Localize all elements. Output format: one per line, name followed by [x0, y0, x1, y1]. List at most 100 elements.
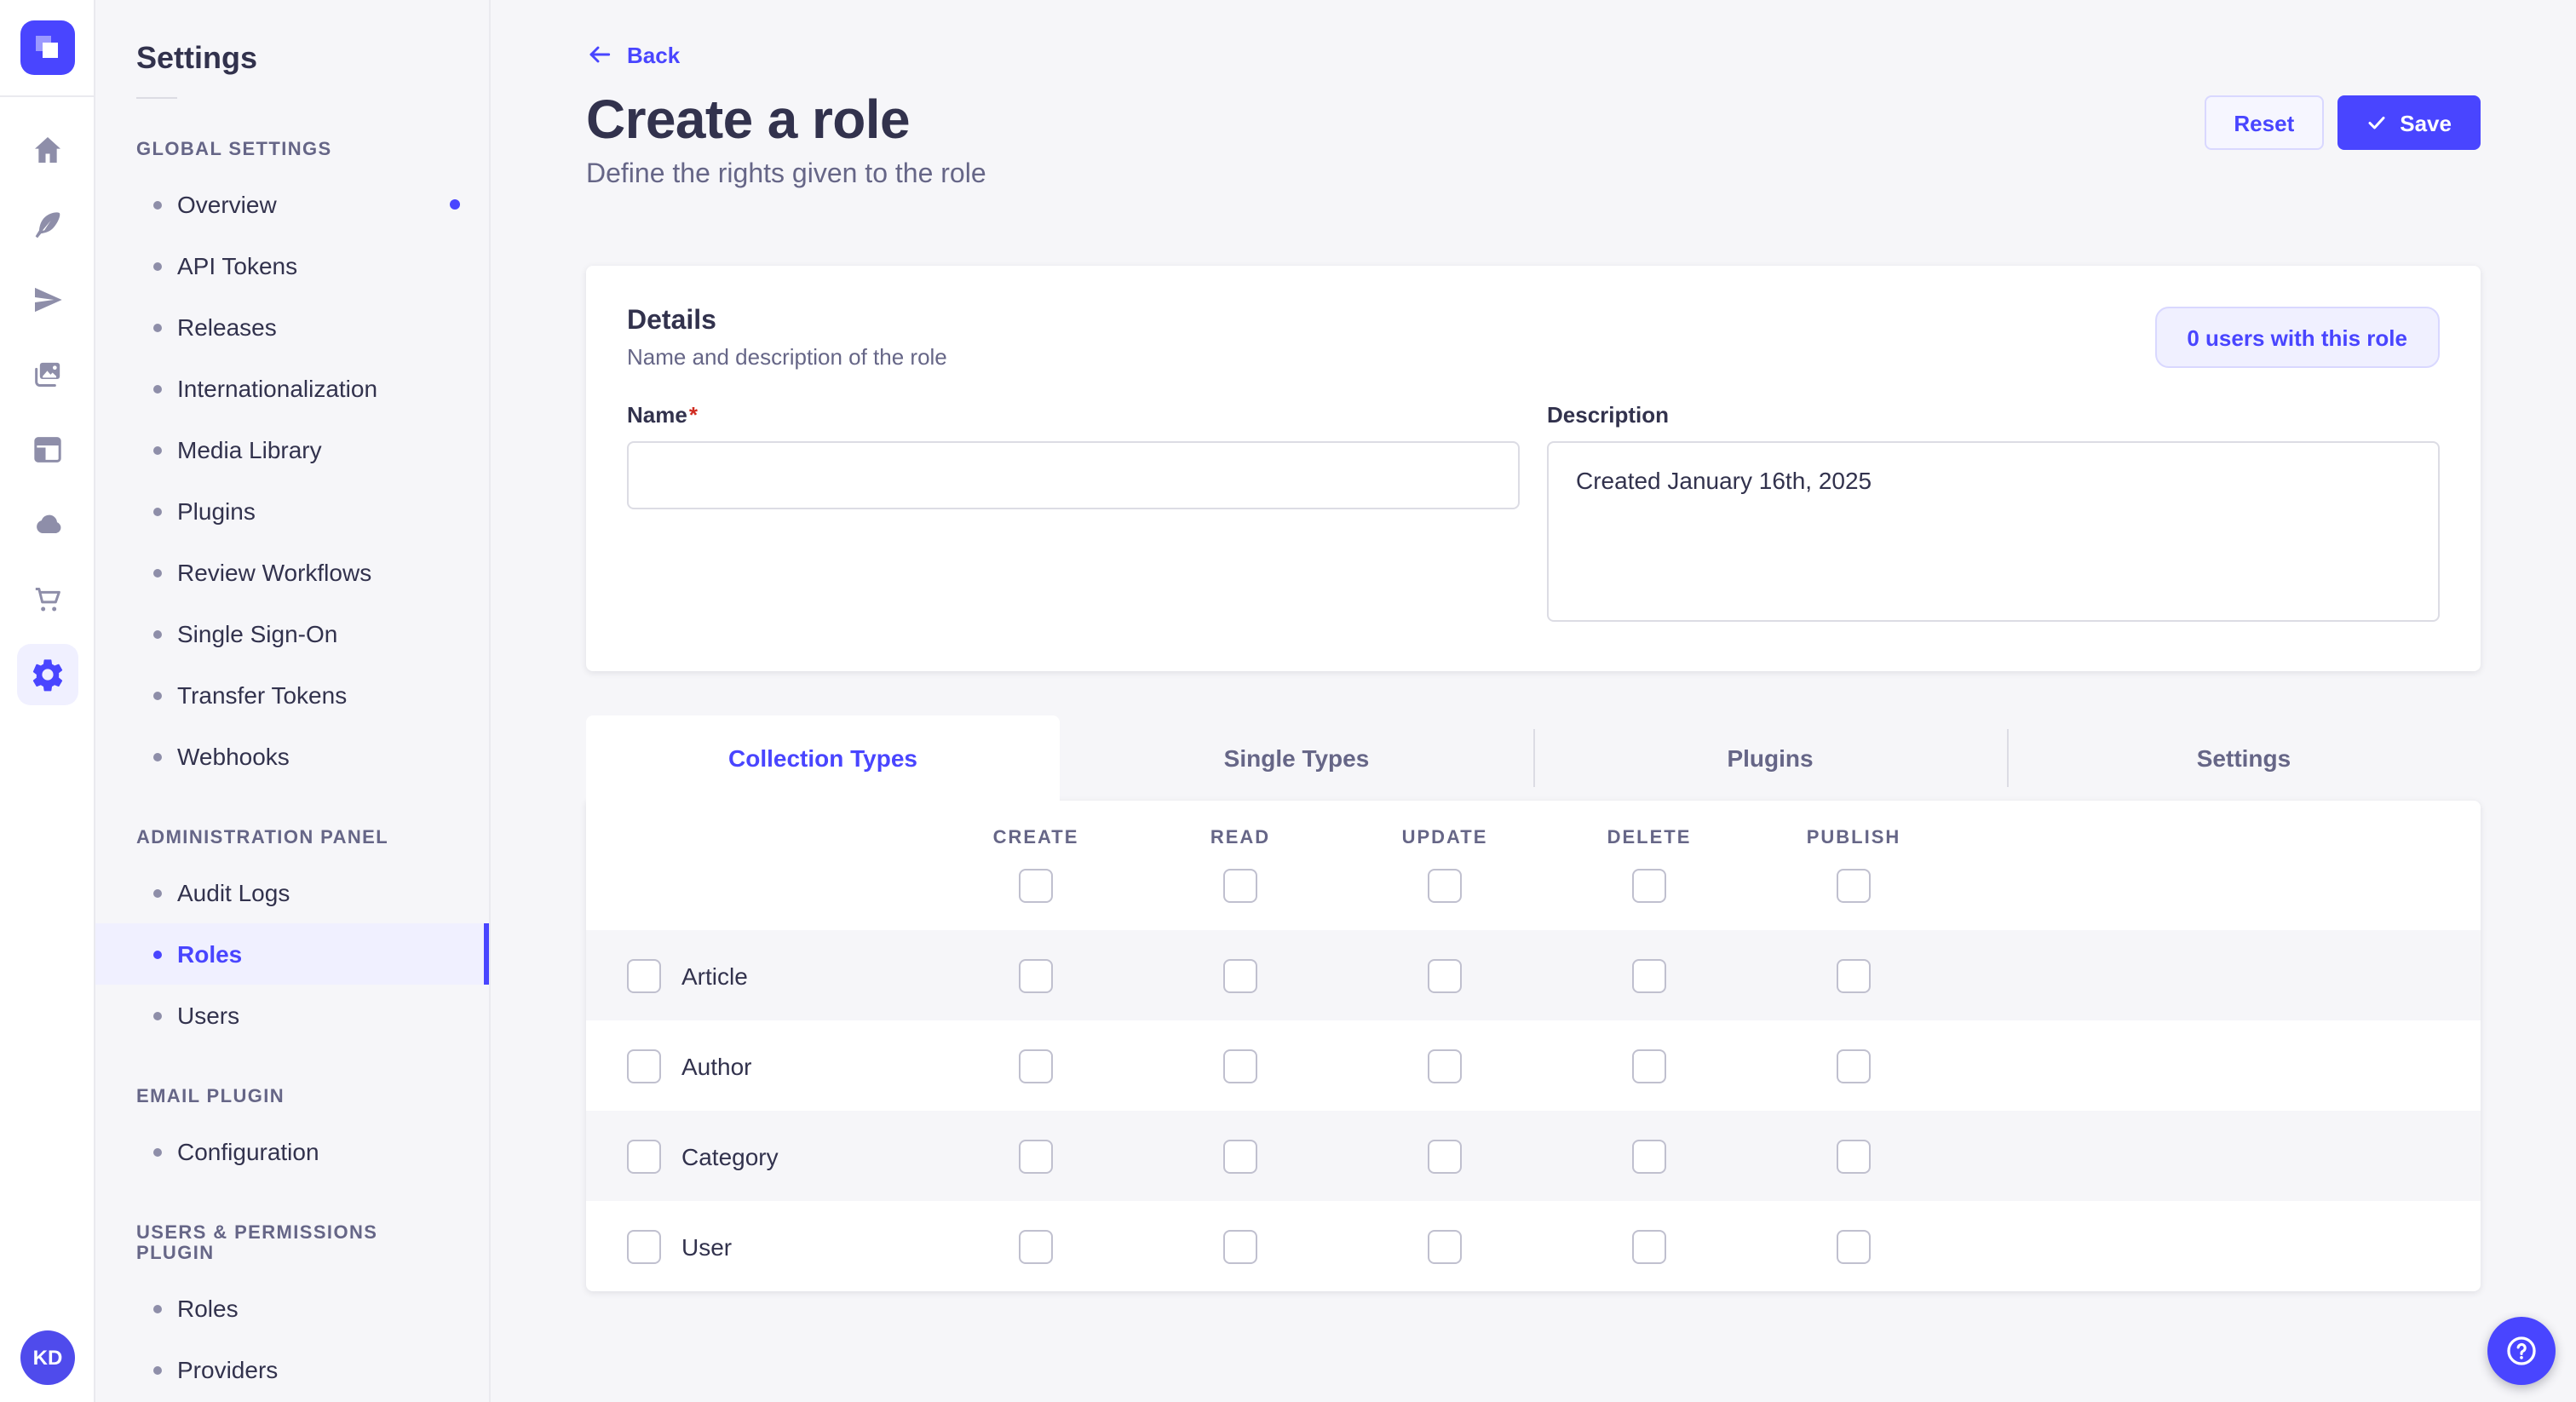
category-update-checkbox[interactable] — [1428, 1139, 1462, 1173]
select-row-category-checkbox[interactable] — [627, 1139, 661, 1173]
column-header-delete: DELETE — [1607, 828, 1692, 848]
rail-icon-list — [0, 97, 94, 705]
author-update-checkbox[interactable] — [1428, 1049, 1462, 1083]
strapi-logo[interactable] — [20, 20, 74, 75]
category-create-checkbox[interactable] — [1019, 1139, 1053, 1173]
article-read-checkbox[interactable] — [1223, 958, 1257, 992]
sidebar-item-users[interactable]: Users — [95, 985, 489, 1046]
help-button[interactable] — [2487, 1317, 2556, 1385]
article-update-checkbox[interactable] — [1428, 958, 1462, 992]
sidebar-item-media-library[interactable]: Media Library — [95, 419, 489, 480]
sidebar-title: Settings — [136, 41, 258, 75]
sidebar-item-label: Roles — [177, 1295, 239, 1322]
sidebar-item-audit-logs[interactable]: Audit Logs — [95, 862, 489, 923]
section-label: USERS & PERMISSIONS PLUGIN — [136, 1223, 378, 1264]
author-delete-checkbox[interactable] — [1632, 1049, 1666, 1083]
row-label-cell: Article — [627, 958, 934, 992]
cart-icon[interactable] — [16, 569, 78, 630]
column-header-read: READ — [1210, 828, 1271, 848]
author-read-checkbox[interactable] — [1223, 1049, 1257, 1083]
media-images-icon[interactable] — [16, 344, 78, 405]
cloud-icon[interactable] — [16, 494, 78, 555]
bullet-icon — [153, 323, 162, 331]
sidebar-item-overview[interactable]: Overview — [95, 174, 489, 235]
article-delete-checkbox[interactable] — [1632, 958, 1666, 992]
sidebar-item-configuration[interactable]: Configuration — [95, 1121, 489, 1182]
sidebar-item-transfer-tokens[interactable]: Transfer Tokens — [95, 664, 489, 726]
category-publish-checkbox[interactable] — [1837, 1139, 1871, 1173]
page-header-text: Create a role Define the rights given to… — [586, 85, 986, 191]
details-card-header: Details Name and description of the role… — [627, 307, 2440, 370]
select-all-publish-checkbox[interactable] — [1837, 869, 1871, 903]
home-icon[interactable] — [16, 119, 78, 181]
select-all-read-checkbox[interactable] — [1223, 869, 1257, 903]
feather-icon[interactable] — [16, 194, 78, 256]
user-publish-checkbox[interactable] — [1837, 1229, 1871, 1263]
author-create-checkbox[interactable] — [1019, 1049, 1053, 1083]
table-row-category: Category — [586, 1111, 2481, 1201]
back-link[interactable]: Back — [586, 41, 680, 68]
tab-plugins[interactable]: Plugins — [1533, 715, 2007, 801]
sidebar-item-label: API Tokens — [177, 252, 298, 279]
section-label: GLOBAL SETTINGS — [136, 140, 332, 160]
notification-dot-icon — [450, 199, 460, 210]
bullet-icon — [153, 445, 162, 454]
select-row-author-checkbox[interactable] — [627, 1049, 661, 1083]
select-row-user-checkbox[interactable] — [627, 1229, 661, 1263]
category-delete-checkbox[interactable] — [1632, 1139, 1666, 1173]
section-label: ADMINISTRATION PANEL — [136, 828, 389, 848]
bullet-icon — [153, 752, 162, 761]
gear-icon[interactable] — [16, 644, 78, 705]
row-label: Category — [681, 1142, 779, 1169]
question-mark-icon — [2503, 1332, 2540, 1370]
sidebar-item-label: Providers — [177, 1356, 279, 1383]
select-all-update-checkbox[interactable] — [1428, 869, 1462, 903]
article-publish-checkbox[interactable] — [1837, 958, 1871, 992]
description-label: Description — [1547, 402, 1670, 428]
permissions-table: CREATE READ UPDATE DELETE PUBLISH Article Aut… — [586, 801, 2481, 1291]
select-row-article-checkbox[interactable] — [627, 958, 661, 992]
bullet-icon — [153, 1011, 162, 1020]
row-label-cell: Author — [627, 1049, 934, 1083]
reset-button[interactable]: Reset — [2205, 95, 2324, 150]
article-create-checkbox[interactable] — [1019, 958, 1053, 992]
bullet-icon — [153, 1147, 162, 1156]
user-avatar[interactable]: KD — [20, 1330, 75, 1385]
users-with-role-button[interactable]: 0 users with this role — [2154, 307, 2440, 368]
details-subtitle: Name and description of the role — [627, 344, 947, 370]
user-read-checkbox[interactable] — [1223, 1229, 1257, 1263]
details-title: Details — [627, 307, 716, 336]
save-button[interactable]: Save — [2337, 95, 2481, 150]
sidebar-item-api-tokens[interactable]: API Tokens — [95, 235, 489, 296]
sidebar-item-roles[interactable]: Roles — [95, 1278, 489, 1339]
layout-icon[interactable] — [16, 419, 78, 480]
user-update-checkbox[interactable] — [1428, 1229, 1462, 1263]
row-label-cell: Category — [627, 1139, 934, 1173]
sidebar-item-roles[interactable]: Roles — [95, 923, 489, 985]
sidebar-item-webhooks[interactable]: Webhooks — [95, 726, 489, 787]
sidebar-item-releases[interactable]: Releases — [95, 296, 489, 358]
description-textarea[interactable]: Created January 16th, 2025 — [1547, 441, 2440, 622]
sidebar-item-plugins[interactable]: Plugins — [95, 480, 489, 542]
select-all-create-checkbox[interactable] — [1019, 869, 1053, 903]
select-all-checkbox-row — [586, 869, 2481, 903]
tab-collection-types[interactable]: Collection Types — [586, 715, 1060, 801]
author-publish-checkbox[interactable] — [1837, 1049, 1871, 1083]
send-icon[interactable] — [16, 269, 78, 330]
sidebar-item-single-sign-on[interactable]: Single Sign-On — [95, 603, 489, 664]
tab-settings[interactable]: Settings — [2007, 715, 2481, 801]
sidebar-item-internationalization[interactable]: Internationalization — [95, 358, 489, 419]
back-arrow-icon — [586, 41, 613, 68]
tab-single-types[interactable]: Single Types — [1223, 744, 1370, 772]
user-create-checkbox[interactable] — [1019, 1229, 1053, 1263]
category-read-checkbox[interactable] — [1223, 1139, 1257, 1173]
name-label: Name * — [627, 402, 698, 428]
sidebar-item-review-workflows[interactable]: Review Workflows — [95, 542, 489, 603]
name-input[interactable] — [627, 441, 1520, 509]
name-field-group: Name * — [627, 400, 1520, 630]
user-delete-checkbox[interactable] — [1632, 1229, 1666, 1263]
sidebar-item-providers[interactable]: Providers — [95, 1339, 489, 1400]
select-all-delete-checkbox[interactable] — [1632, 869, 1666, 903]
column-header-update: UPDATE — [1401, 828, 1488, 848]
sidebar-sections: GLOBAL SETTINGS Overview API Tokens Release… — [95, 140, 489, 1400]
